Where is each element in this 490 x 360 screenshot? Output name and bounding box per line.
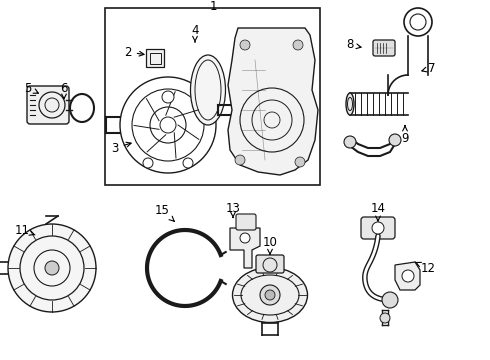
Polygon shape <box>230 228 260 268</box>
Circle shape <box>402 270 414 282</box>
Circle shape <box>380 313 390 323</box>
Text: 8: 8 <box>346 39 361 51</box>
FancyBboxPatch shape <box>236 214 256 230</box>
Circle shape <box>143 158 153 168</box>
Circle shape <box>265 290 275 300</box>
Circle shape <box>8 224 96 312</box>
Text: 6: 6 <box>60 81 68 99</box>
Bar <box>146 49 164 67</box>
Text: 9: 9 <box>401 126 409 144</box>
Text: 4: 4 <box>191 23 199 42</box>
Text: 2: 2 <box>124 45 144 58</box>
Text: 12: 12 <box>415 261 436 274</box>
Text: 14: 14 <box>370 202 386 221</box>
Bar <box>105 8 320 185</box>
Polygon shape <box>395 262 420 290</box>
Circle shape <box>293 40 303 50</box>
Ellipse shape <box>346 93 354 115</box>
FancyBboxPatch shape <box>256 255 284 273</box>
Circle shape <box>382 292 398 308</box>
FancyBboxPatch shape <box>373 40 395 56</box>
Circle shape <box>240 40 250 50</box>
Bar <box>149 53 161 63</box>
Ellipse shape <box>191 55 225 125</box>
FancyBboxPatch shape <box>361 217 395 239</box>
Text: 11: 11 <box>15 224 35 237</box>
Circle shape <box>45 261 59 275</box>
Circle shape <box>344 136 356 148</box>
Polygon shape <box>228 28 318 175</box>
Circle shape <box>183 158 193 168</box>
FancyBboxPatch shape <box>27 86 69 124</box>
Text: 7: 7 <box>422 62 436 75</box>
Text: 13: 13 <box>225 202 241 217</box>
Circle shape <box>240 233 250 243</box>
Circle shape <box>389 134 401 146</box>
Text: 3: 3 <box>111 141 131 154</box>
Text: 10: 10 <box>263 235 277 254</box>
Circle shape <box>372 222 384 234</box>
Circle shape <box>260 285 280 305</box>
Text: 15: 15 <box>154 203 174 221</box>
Text: 5: 5 <box>24 81 38 94</box>
Ellipse shape <box>232 267 308 323</box>
Circle shape <box>162 91 174 103</box>
Circle shape <box>295 157 305 167</box>
Text: 1: 1 <box>209 0 217 13</box>
Circle shape <box>235 155 245 165</box>
